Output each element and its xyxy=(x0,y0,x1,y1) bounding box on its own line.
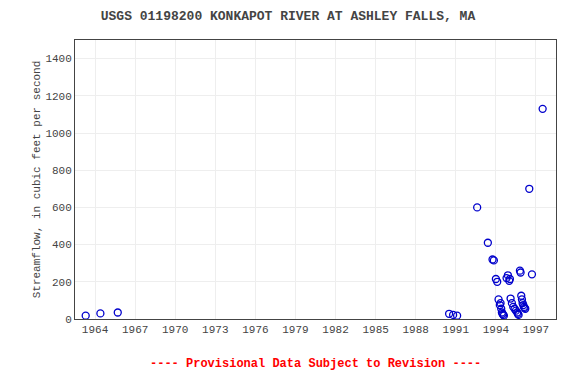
svg-text:800: 800 xyxy=(52,165,72,177)
svg-text:1997: 1997 xyxy=(523,324,549,336)
svg-text:Streamflow, in cubic feet per: Streamflow, in cubic feet per second xyxy=(31,61,43,299)
svg-text:1979: 1979 xyxy=(282,324,308,336)
svg-text:1970: 1970 xyxy=(162,324,188,336)
svg-text:1988: 1988 xyxy=(403,324,429,336)
svg-text:1985: 1985 xyxy=(362,324,388,336)
svg-text:---- Provisional Data Subject: ---- Provisional Data Subject to Revisio… xyxy=(150,357,481,371)
svg-text:1994: 1994 xyxy=(483,324,510,336)
svg-text:1400: 1400 xyxy=(45,53,71,65)
svg-text:1991: 1991 xyxy=(443,324,470,336)
svg-text:USGS 01198200 KONKAPOT RIVER A: USGS 01198200 KONKAPOT RIVER AT ASHLEY F… xyxy=(101,9,476,24)
svg-text:1982: 1982 xyxy=(322,324,348,336)
svg-text:400: 400 xyxy=(52,239,72,251)
svg-text:1967: 1967 xyxy=(122,324,148,336)
svg-text:1964: 1964 xyxy=(82,324,109,336)
svg-text:1000: 1000 xyxy=(45,128,71,140)
svg-text:1200: 1200 xyxy=(45,91,71,103)
svg-text:600: 600 xyxy=(52,202,72,214)
svg-text:200: 200 xyxy=(52,277,72,289)
svg-text:0: 0 xyxy=(65,314,72,326)
svg-text:1973: 1973 xyxy=(202,324,228,336)
svg-text:1976: 1976 xyxy=(242,324,268,336)
